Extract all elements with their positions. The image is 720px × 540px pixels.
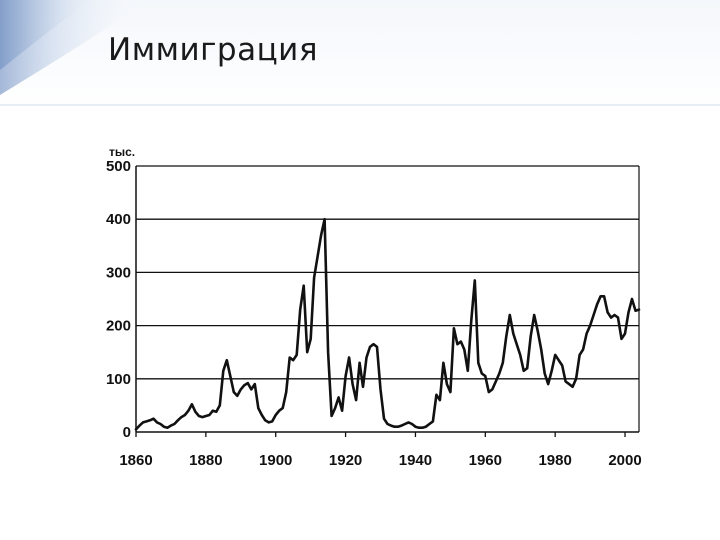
chart-container: 0 100 200 300 400 500 1860 1880 1900 1920 1940 196… (97, 141, 642, 483)
unit-label: тыс. (109, 145, 135, 159)
slide-title: Иммиграция (108, 32, 318, 68)
header-decoration (0, 0, 720, 106)
series-line-0 (134, 217, 641, 431)
y-tick-label-400: 400 (106, 211, 131, 228)
x-tick-labels: 1860 1880 1900 1920 1940 1960 1980 2000 (119, 452, 641, 469)
y-tick-label-200: 200 (106, 318, 131, 335)
x-tick-label-1960: 1960 (469, 452, 502, 469)
x-tick-label-1860: 1860 (119, 452, 152, 469)
y-tick-label-300: 300 (106, 264, 131, 281)
series-layer (134, 217, 641, 431)
y-tick-labels: 0 100 200 300 400 500 (106, 158, 131, 441)
y-tick-label-0: 0 (123, 424, 131, 441)
x-tick-label-1980: 1980 (538, 452, 571, 469)
grid-lines (136, 165, 639, 380)
x-tick-label-1900: 1900 (259, 452, 292, 469)
x-tick-label-2000: 2000 (608, 452, 641, 469)
y-tick-label-100: 100 (106, 371, 131, 388)
chart-axes (135, 166, 640, 437)
y-tick-label-500: 500 (106, 158, 131, 175)
slide-header: Иммиграция (0, 0, 720, 110)
x-tick-label-1920: 1920 (329, 452, 362, 469)
immigration-line-chart: 0 100 200 300 400 500 1860 1880 1900 1920 1940 196… (106, 145, 642, 469)
x-tick-label-1880: 1880 (189, 452, 222, 469)
x-tick-label-1940: 1940 (399, 452, 432, 469)
